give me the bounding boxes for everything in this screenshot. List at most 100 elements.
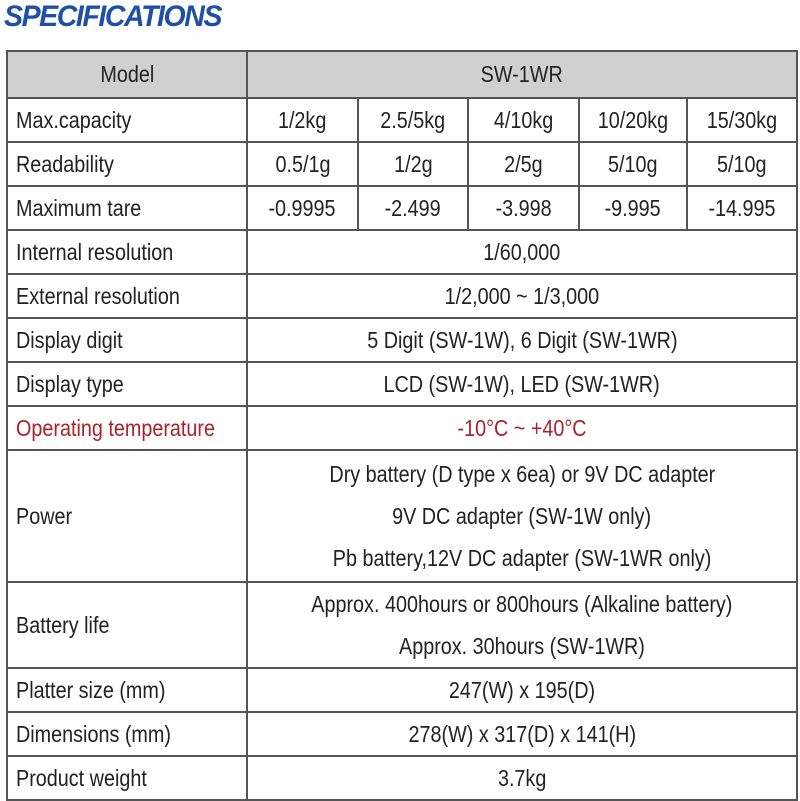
spec-row: Display type LCD (SW-1W), LED (SW-1WR) (6, 361, 799, 407)
header-label: Model (6, 50, 248, 99)
spec-label-text: External resolution (16, 282, 180, 309)
model-value-text: SW-1WR (481, 61, 564, 87)
spec-value: Approx. 400hours or 800hours (Alkaline b… (245, 581, 799, 669)
spec-row: Dimensions (mm) 278(W) x 317(D) x 141(H) (6, 711, 799, 757)
spec-label: Internal resolution (6, 229, 248, 275)
spec-row: Platter size (mm) 247(W) x 195(D) (6, 667, 799, 713)
spec-value-text: LCD (SW-1W), LED (SW-1WR) (383, 370, 661, 397)
spec-value: 5/10g (685, 141, 799, 187)
spec-value: 3.7kg (245, 755, 799, 801)
spec-label: Operating temperature (6, 405, 248, 451)
spec-value-text: Pb battery,12V DC adapter (SW-1WR only) (332, 545, 712, 571)
spec-value-text: Approx. 30hours (SW-1WR) (399, 633, 645, 659)
spec-value-line: LCD (SW-1W), LED (SW-1WR) (361, 371, 682, 397)
spec-label-text: Display type (16, 370, 124, 397)
spec-value-text: 5/10g (608, 150, 658, 177)
spec-label: Battery life (6, 581, 248, 669)
spec-value: LCD (SW-1W), LED (SW-1WR) (245, 361, 799, 407)
spec-value-text: -3.998 (495, 194, 552, 221)
spec-label-text: Dimensions (mm) (16, 720, 171, 747)
spec-value-text: 1/2kg (278, 106, 327, 133)
spec-value-line: Dry battery (D type x 6ea) or 9V DC adap… (248, 453, 796, 495)
page-title: SPECIFICATIONS (4, 0, 222, 33)
spec-row: Max.capacity 1/2kg 2.5/5kg 4/10kg 10/20kg 15/… (6, 97, 799, 143)
spec-value: -3.998 (467, 185, 580, 231)
spec-value: 10/20kg (578, 97, 688, 143)
spec-value-line: 1/60,000 (477, 239, 567, 265)
spec-row: Maximum tare -0.9995 -2.499 -3.998 -9.995 -14… (6, 185, 799, 231)
spec-value-line: 247(W) x 195(D) (437, 677, 607, 703)
spec-label: Display type (6, 361, 248, 407)
spec-table: Model SW-1WR Max.capacity 1/2kg 2.5/5kg 4/1… (6, 50, 799, 801)
spec-value: -10°C ~ +40°C (245, 405, 799, 451)
spec-value-text: -0.9995 (268, 194, 337, 221)
spec-value-text: Approx. 400hours or 800hours (Alkaline b… (311, 591, 733, 617)
spec-value-line: Approx. 400hours or 800hours (Alkaline b… (248, 583, 796, 625)
spec-label: Readability (6, 141, 248, 187)
spec-label: Dimensions (mm) (6, 711, 248, 757)
spec-value-text: -10°C ~ +40°C (457, 414, 587, 441)
spec-row: Display digit 5 Digit (SW-1W), 6 Digit (S… (6, 317, 799, 363)
spec-label: Max.capacity (6, 97, 248, 143)
spec-value-text: 4/10kg (493, 106, 554, 133)
spec-label: External resolution (6, 273, 248, 319)
spec-value-text: 2/5g (504, 150, 543, 177)
spec-value-line: 278(W) x 317(D) x 141(H) (390, 721, 655, 747)
spec-label-text: Product weight (16, 764, 147, 791)
spec-value-text: 15/30kg (706, 106, 778, 133)
spec-value-text: 278(W) x 317(D) x 141(H) (408, 720, 636, 747)
spec-value-text: -2.499 (384, 194, 442, 221)
spec-value: 0.5/1g (246, 141, 359, 187)
spec-row: Operating temperature -10°C ~ +40°C (6, 405, 799, 451)
spec-label-text: Power (16, 502, 73, 529)
spec-value: 278(W) x 317(D) x 141(H) (245, 711, 799, 757)
spec-value-line: 5 Digit (SW-1W), 6 Digit (SW-1WR) (342, 327, 703, 353)
model-value: SW-1WR (245, 50, 799, 99)
spec-value-text: -14.995 (708, 194, 776, 221)
spec-value: 1/2kg (246, 97, 359, 143)
spec-label-text: Platter size (mm) (16, 676, 166, 703)
spec-row: External resolution 1/2,000 ~ 1/3,000 (6, 273, 799, 319)
spec-value-line: 1/2,000 ~ 1/3,000 (432, 283, 612, 309)
spec-value-text: 0.5/1g (274, 150, 330, 177)
spec-value-text: 5 Digit (SW-1W), 6 Digit (SW-1WR) (366, 326, 678, 353)
spec-label-text: Maximum tare (16, 194, 142, 221)
spec-label: Product weight (6, 755, 248, 801)
spec-row: Battery life Approx. 400hours or 800hours… (6, 581, 799, 669)
spec-label-text: Max.capacity (16, 106, 132, 133)
spec-value-text: 3.7kg (497, 764, 547, 791)
spec-value-text: 247(W) x 195(D) (448, 676, 596, 703)
spec-value-line: -10°C ~ +40°C (447, 415, 597, 441)
header-row: Model SW-1WR (6, 50, 799, 99)
spec-value-text: -9.995 (604, 194, 662, 221)
spec-label-text: Display digit (16, 326, 123, 353)
spec-row: Product weight 3.7kg (6, 755, 799, 801)
spec-label-text: Battery life (16, 611, 110, 638)
spec-value: -2.499 (357, 185, 469, 231)
spec-value-text: Dry battery (D type x 6ea) or 9V DC adap… (329, 461, 715, 487)
spec-value-text: 10/20kg (597, 106, 669, 133)
spec-value-line: Pb battery,12V DC adapter (SW-1WR only) (248, 537, 796, 579)
spec-label-text: Operating temperature (16, 414, 216, 441)
spec-value: 1/2,000 ~ 1/3,000 (245, 273, 799, 319)
spec-value: -0.9995 (246, 185, 359, 231)
spec-value: 4/10kg (467, 97, 580, 143)
spec-value: 5 Digit (SW-1W), 6 Digit (SW-1WR) (245, 317, 799, 363)
spec-value-text: 9V DC adapter (SW-1W only) (392, 503, 652, 529)
spec-value-text: 1/60,000 (483, 238, 561, 265)
spec-value-line: 9V DC adapter (SW-1W only) (248, 495, 796, 537)
spec-label-text: Internal resolution (16, 238, 174, 265)
spec-value: 2/5g (467, 141, 580, 187)
spec-value: 247(W) x 195(D) (245, 667, 799, 713)
spec-label: Display digit (6, 317, 248, 363)
spec-value-text: 1/2g (393, 150, 433, 177)
spec-value: 2.5/5kg (357, 97, 469, 143)
header-label-text: Model (100, 61, 154, 87)
spec-value: 5/10g (578, 141, 688, 187)
spec-value-text: 5/10g (717, 150, 767, 177)
spec-label: Power (6, 449, 248, 583)
spec-value-text: 2.5/5kg (380, 106, 446, 133)
spec-value: 1/2g (357, 141, 469, 187)
spec-value: 15/30kg (685, 97, 799, 143)
spec-value: 1/60,000 (245, 229, 799, 275)
